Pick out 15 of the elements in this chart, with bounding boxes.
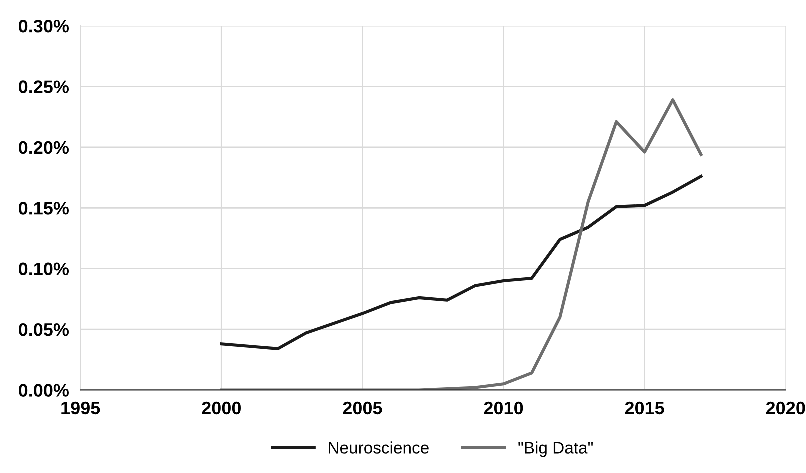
x-tick-label: 2015 [625,402,664,415]
x-tick-label: 2005 [343,402,382,415]
x-tick-label: 2020 [766,402,806,415]
y-tick-label: 0.20% [19,141,70,154]
legend-label: "Big Data" [518,442,594,458]
legend-label: Neuroscience [329,442,429,454]
x-tick-label: 1995 [62,402,100,415]
x-tick-label: 2000 [202,402,241,415]
y-tick-label: 0.00% [19,384,70,397]
y-tick-label: 0.25% [19,80,70,94]
y-tick-label: 0.05% [19,323,70,336]
y-tick-label: 0.30% [19,20,70,33]
y-tick-label: 0.15% [19,202,70,215]
x-tick-label: 2010 [484,402,524,415]
y-tick-label: 0.10% [19,262,70,276]
